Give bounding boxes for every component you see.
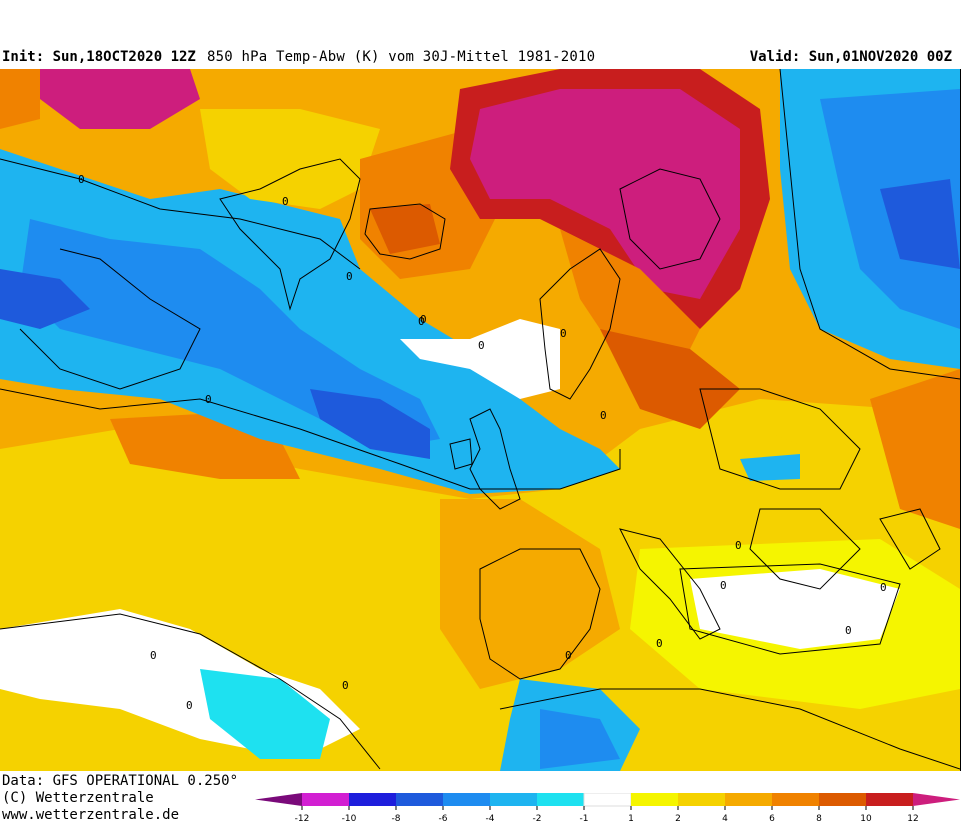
colorbar-tick-label: 1 [628,814,634,824]
subtropical-cool-patch [200,669,330,759]
colorbar-tick-label: 2 [675,814,681,824]
colorbar-tick-label: -8 [392,814,401,824]
contour-label: 0 [150,649,157,662]
map-canvas: 0 0 0 0 0 0 0 0 0 0 0 0 0 0 0 0 0 0 [0,69,960,771]
arctic-zero-contour [0,158,361,270]
east-orange-region [870,369,960,529]
iceland-coastline [364,203,446,260]
subtropical-zero-contour [0,613,381,770]
colorbar-tick-label: -4 [486,814,495,824]
italy-coastline [619,528,721,640]
zero-contours [0,69,960,770]
contour-label: 0 [346,270,353,283]
colorbar-segment [772,793,819,806]
colorbar-tick-label: 4 [722,814,728,824]
sahara-cool-core [540,709,620,769]
colorbar-tick-label: -10 [342,814,357,824]
colorbar-legend: -12 -10 -8 -6 -4 -2 -1 1 2 4 6 8 10 12 [255,792,960,828]
iceland-warm-patch [370,204,440,254]
colorbar-segment [866,793,913,806]
arctic-orange-edge [0,69,40,129]
iberia-warm-region [440,499,620,689]
balkans-coastline [749,508,861,590]
contour-label: 0 [600,409,607,422]
colorbar-tick-label: 6 [769,814,775,824]
colorbar-segment [490,793,537,806]
kola-coastline [619,168,721,270]
labrador-cold-patch [0,269,90,329]
colorbar-tick-label: 12 [907,814,918,824]
mediterranean-zero-contour [679,563,901,655]
siberia-coldest [880,179,960,269]
colorbar-segment [349,793,396,806]
scandinavia-coastline [539,248,621,400]
colorbar-segment [913,793,960,806]
colorbar-tick-label: -1 [580,814,589,824]
contour-labels: 0 0 0 0 0 0 0 0 0 0 0 0 0 0 0 0 0 0 [78,173,887,712]
coastlines [19,158,960,770]
britain-coastline [469,408,521,510]
colorbar-tick-label: -2 [533,814,542,824]
colorbar-segment [631,793,678,806]
colorbar-tick-label: -6 [439,814,448,824]
contour-label: 0 [880,581,887,594]
contour-label: 0 [420,313,427,326]
contour-label: 0 [560,327,567,340]
colorbar-tick-label: 10 [860,814,872,824]
atlantic-cold-core [20,219,440,449]
atlantic-warm-streak [110,414,300,479]
iberia-coastline [479,548,601,680]
contour-label: 0 [186,699,193,712]
contour-label: 0 [565,649,572,662]
temperature-anomaly-map: 0 0 0 0 0 0 0 0 0 0 0 0 0 0 0 0 0 0 [0,69,961,771]
greenland-yellow [200,109,380,209]
contour-label: 0 [735,539,742,552]
contour-label: 0 [282,195,289,208]
atlantic-cold-region [0,149,620,494]
contour-label: 0 [205,393,212,406]
contour-label: 0 [478,339,485,352]
near-zero-mediterranean [690,569,900,649]
caspian-coastline [879,508,941,570]
contour-label: 0 [720,579,727,592]
contour-label: 0 [845,624,852,637]
atlantic-coldest-patch [310,389,430,459]
baltic-orange [560,229,700,369]
colorbar-svg: -12 -10 -8 -6 -4 -2 -1 1 2 4 6 8 10 12 [255,792,960,824]
contour-label: 0 [342,679,349,692]
colorbar-segment [819,793,866,806]
atlantic-zero-contour [0,388,621,490]
contour-label: 0 [78,173,85,186]
contour-label: 0 [656,637,663,650]
valid-time-label: Valid: Sun,01NOV2020 00Z [749,49,952,65]
near-zero-north-sea [400,319,560,399]
copyright-label: (C) Wetterzentrale [2,790,154,806]
colorbar-tick-label: 8 [816,814,822,824]
map-title: 850 hPa Temp-Abw (K) vom 30J-Mittel 1981… [207,49,596,65]
eastern-europe-warm [600,329,740,429]
colorbar-segment [725,793,772,806]
colorbar-segment [396,793,443,806]
colorbar-segment [255,793,302,806]
scandinavian-warm-core [470,89,740,299]
init-time-label: Init: Sun,18OCT2020 12Z [2,49,196,65]
data-source-label: Data: GFS OPERATIONAL 0.250° [2,773,239,789]
black-sea-coastline [699,388,861,490]
ireland-coastline [449,438,473,470]
colorbar-tick-label: -12 [295,814,310,824]
colorbar-segment [443,793,490,806]
siberia-zero-contour [779,69,960,380]
north-africa-coastline [499,688,960,770]
greenland-coastline [219,158,361,311]
contour-label: 0 [418,315,425,328]
canadian-arctic-warm [40,69,200,129]
colorbar-segment [302,793,349,806]
canada-coastline [19,248,201,390]
balkan-cool-patch [740,454,800,481]
colorbar-segment [678,793,725,806]
colorbar-segment [537,793,584,806]
map-header: Init: Sun,18OCT2020 12Z 850 hPa Temp-Abw… [0,0,970,70]
website-label: www.wetterzentrale.de [2,807,180,823]
colorbar-segment [583,792,632,807]
